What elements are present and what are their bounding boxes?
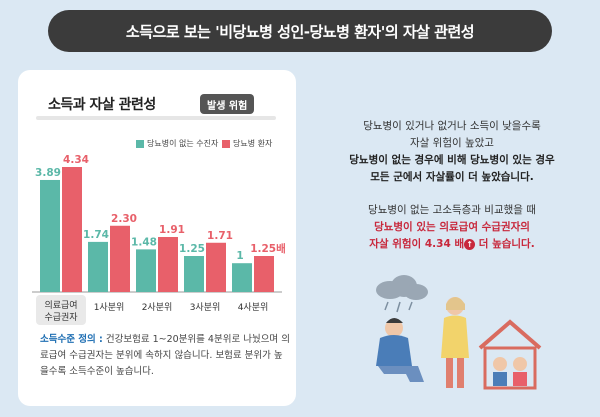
p1-line2: 자살 위험이 높았고 (410, 137, 494, 149)
data-label-s1-4: 1.25배 (250, 242, 286, 255)
bar-s1-3 (206, 242, 226, 292)
banner-title: 소득으로 보는 '비당뇨병 성인-당뇨병 환자'의 자살 관련성 (125, 22, 475, 41)
bar-s1-0 (62, 167, 82, 292)
bar-s0-2 (136, 249, 156, 292)
chart-card: 소득과 자살 관련성 발생 위험 당뇨병이 없는 수진자 당뇨병 환자 3.89… (18, 70, 296, 406)
p2-line1: 당뇨병이 없는 고소득층과 비교했을 때 (368, 204, 536, 216)
legend-item-series1: 당뇨병 환자 (222, 138, 272, 149)
legend-swatch-red (222, 139, 230, 148)
category-label-2: 2사분위 (142, 302, 173, 313)
definition-label: 소득수준 정의 : (40, 334, 103, 345)
data-label-s0-4: 1 (236, 250, 243, 262)
standing-person-icon (441, 297, 469, 388)
data-label-s1-3: 1.71 (207, 230, 233, 242)
bar-s0-0 (40, 179, 60, 292)
sad-person-icon (376, 318, 424, 382)
income-definition: 소득수준 정의 : 건강보험료 1~20분위를 4분위로 나눴으며 의료급여 수… (40, 332, 290, 380)
chart-title: 소득과 자살 관련성 (48, 97, 156, 113)
category-label-0-0: 의료급여 (44, 299, 77, 311)
bar-s0-4 (232, 263, 252, 292)
category-box-0 (36, 295, 86, 325)
up-arrow-icon: ↑ (464, 238, 476, 250)
data-label-s1-0: 4.34 (63, 154, 89, 166)
p2-line3: 자살 위험이 4.34 배 ↑ 더 높습니다. (322, 236, 582, 253)
title-underline (36, 116, 276, 120)
data-label-s0-0: 3.89 (35, 167, 61, 179)
bar-s1-1 (110, 225, 130, 292)
title-badge: 발생 위험 (200, 94, 255, 114)
category-label-0-1: 수급권자 (44, 311, 78, 323)
bar-s1-4 (254, 256, 274, 292)
paragraph-2: 당뇨병이 없는 고소득층과 비교했을 때 당뇨병이 있는 의료급여 수급권자의 … (322, 202, 582, 253)
data-label-s0-3: 1.25 (179, 243, 205, 255)
bar-s0-1 (88, 241, 108, 292)
paragraph-1: 당뇨병이 있거나 없거나 소득이 낮을수록 자살 위험이 높았고 당뇨병이 없는… (322, 118, 582, 186)
legend-label-series1: 당뇨병 환자 (233, 139, 273, 148)
p2-line3a: 자살 위험이 4.34 배 (369, 238, 465, 250)
people-illustration (376, 275, 542, 390)
p1-line3: 당뇨병이 없는 경우에 비해 당뇨병이 있는 경우 (349, 154, 555, 166)
category-label-3: 3사분위 (190, 302, 221, 313)
p2-line3b: 더 높습니다. (475, 238, 535, 250)
data-label-s1-2: 1.91 (159, 224, 185, 236)
bar-s0-3 (184, 256, 204, 292)
p2-line2: 당뇨병이 있는 의료급여 수급권자의 (374, 221, 530, 233)
rain-cloud-icon (376, 275, 428, 313)
data-label-s0-1: 1.74 (83, 229, 109, 241)
house-family-icon (478, 319, 542, 390)
category-label-4: 4사분위 (238, 302, 269, 313)
legend-label-series0: 당뇨병이 없는 수진자 (147, 139, 219, 148)
definition-text: 건강보험료 1~20분위를 4분위로 나눴으며 의료급여 수급권자는 분위에 속… (40, 334, 290, 377)
data-label-s0-2: 1.48 (131, 236, 157, 248)
p1-line4: 모든 군에서 자살률이 더 높았습니다. (370, 171, 534, 183)
category-label-1: 1사분위 (94, 302, 125, 313)
data-label-s1-1: 2.30 (111, 213, 137, 225)
header-banner: 소득으로 보는 '비당뇨병 성인-당뇨병 환자'의 자살 관련성 (48, 10, 552, 52)
legend-swatch-teal (136, 139, 144, 148)
bar-s1-2 (158, 236, 178, 292)
p1-line1: 당뇨병이 있거나 없거나 소득이 낮을수록 (363, 120, 541, 132)
legend-item-series0: 당뇨병이 없는 수진자 (136, 138, 218, 149)
